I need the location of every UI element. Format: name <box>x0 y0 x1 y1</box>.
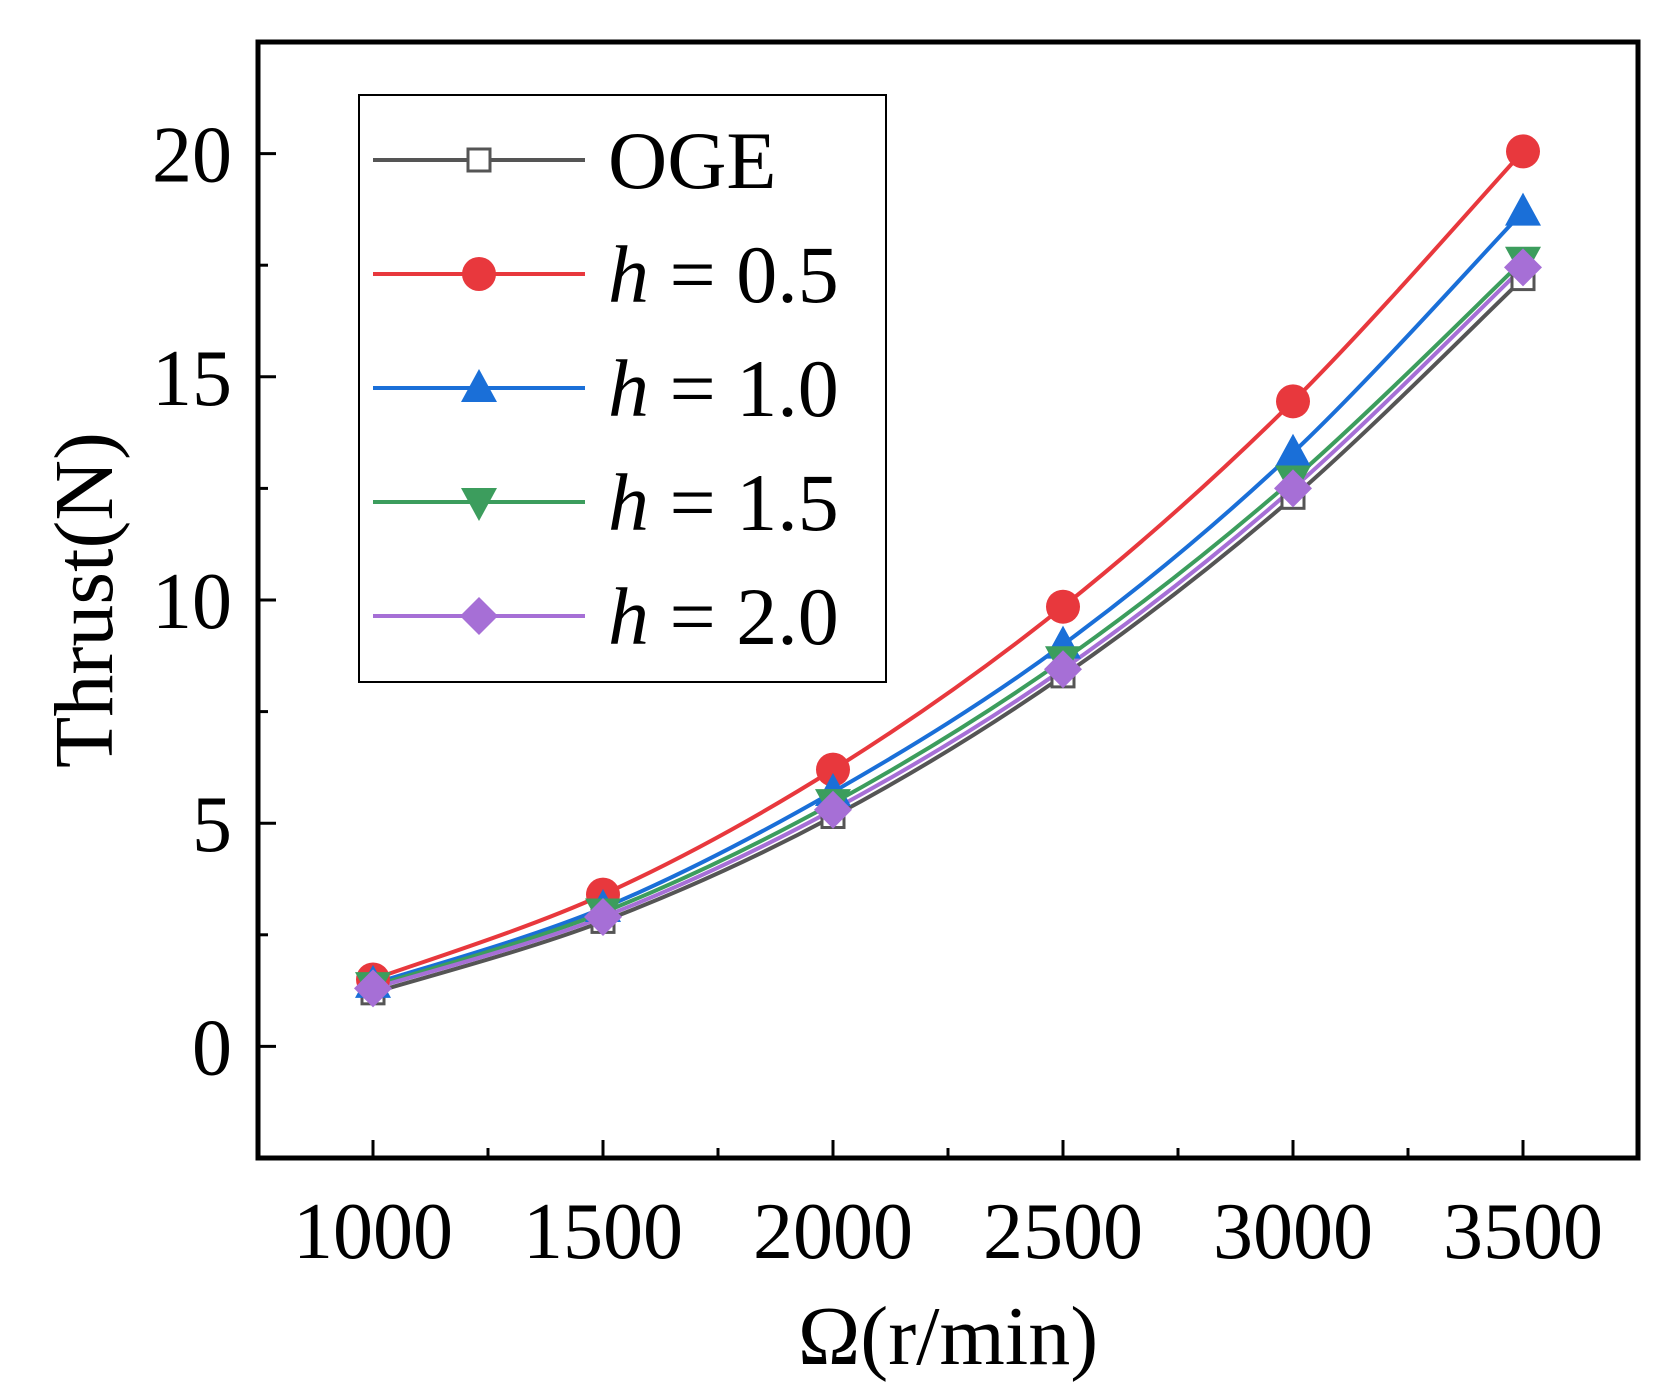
x-tick-label: 1000 <box>293 1188 453 1276</box>
legend-marker <box>462 257 496 291</box>
legend-value: = 1.5 <box>649 457 839 548</box>
legend-value: OGE <box>608 115 777 206</box>
x-tick-label: 2500 <box>983 1188 1143 1276</box>
legend-marker <box>460 597 498 635</box>
legend-label: OGE <box>608 115 777 206</box>
series-line <box>372 259 1525 989</box>
legend-label: h = 0.5 <box>608 229 839 320</box>
data-point <box>1504 248 1542 287</box>
data-point <box>354 969 392 1008</box>
x-tick-label: 1500 <box>523 1188 683 1276</box>
data-point <box>816 752 850 787</box>
legend-value: = 2.0 <box>649 571 839 662</box>
legend-variable: h <box>608 457 649 548</box>
legend-marker <box>466 147 492 173</box>
series-line <box>372 277 1525 995</box>
legend-value: = 1.0 <box>649 343 839 434</box>
y-axis-title: Thrust(N) <box>38 432 131 768</box>
data-point <box>584 897 622 936</box>
y-tick-label: 0 <box>192 1004 232 1092</box>
ticks-layer: 1000 1500 2000 2500 3000 3500 0 5 10 15 20 <box>152 112 1603 1276</box>
x-tick-label: 3000 <box>1213 1188 1373 1276</box>
legend-variable: h <box>608 229 649 320</box>
legend-label: h = 1.5 <box>608 457 839 548</box>
y-tick-label: 5 <box>192 781 232 869</box>
data-point <box>814 790 852 829</box>
data-point <box>1046 589 1080 624</box>
series-line <box>372 265 1525 991</box>
legend-label: h = 2.0 <box>608 571 839 662</box>
data-point <box>1506 134 1540 169</box>
x-tick-label: 2000 <box>753 1188 913 1276</box>
legend-variable: h <box>608 571 649 662</box>
y-tick-label: 15 <box>152 335 232 423</box>
y-tick-label: 10 <box>152 558 232 646</box>
legend-label: h = 1.0 <box>608 343 839 434</box>
legend-marker <box>461 488 497 521</box>
legend-marker <box>461 369 497 402</box>
data-point <box>1274 469 1312 508</box>
data-point <box>1276 384 1310 419</box>
x-tick-label: 3500 <box>1443 1188 1603 1276</box>
data-point <box>1044 650 1082 689</box>
y-tick-label: 20 <box>152 112 232 200</box>
legend-value: = 0.5 <box>649 229 839 320</box>
legend-variable: h <box>608 343 649 434</box>
x-axis-title: Ω(r/min) <box>798 1290 1098 1383</box>
data-point <box>1505 192 1541 226</box>
data-point <box>1275 433 1311 467</box>
series-layer <box>354 134 1542 1008</box>
